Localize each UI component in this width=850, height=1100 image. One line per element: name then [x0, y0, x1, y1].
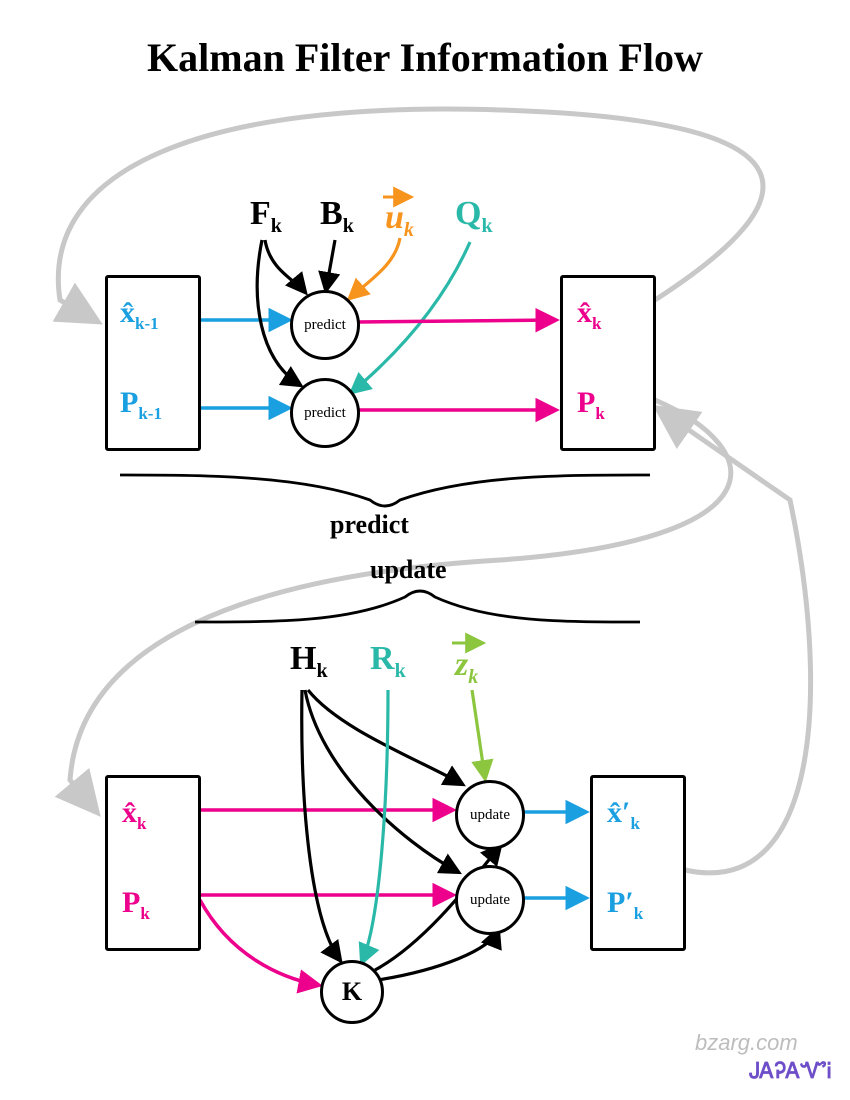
H-k-label: Hk — [290, 640, 328, 683]
P-k-prime-label: P′k — [607, 886, 643, 924]
update-brace-label: update — [370, 555, 447, 585]
predict-brace-label: predict — [330, 510, 409, 540]
P-k-label: Pk — [577, 386, 605, 424]
P-k-in-label: Pk — [122, 886, 150, 924]
diagram-stage: Kalman Filter Information Flow x̂k-1 Pk-… — [0, 0, 850, 1100]
predict-output-box: x̂k Pk — [560, 275, 656, 451]
update-input-box: x̂k Pk — [105, 775, 201, 951]
logo-text: ᎫᎪᎮᎪᏉᎥ — [750, 1058, 831, 1084]
page-title: Kalman Filter Information Flow — [0, 34, 850, 81]
watermark-text: bzarg.com — [695, 1030, 798, 1056]
xhat-k-prime-label: x̂′k — [607, 796, 640, 834]
predict-node-x: predict — [290, 290, 360, 360]
F-k-label: Fk — [250, 195, 282, 238]
xhat-k-label: x̂k — [577, 296, 601, 334]
z-k-label: zk — [455, 646, 478, 689]
u-k-label: uk — [385, 199, 414, 242]
Q-k-label: Qk — [455, 195, 493, 238]
R-k-label: Rk — [370, 640, 406, 683]
xhat-k-1-label: x̂k-1 — [120, 296, 159, 334]
update-node-x: update — [455, 780, 525, 850]
predict-input-box: x̂k-1 Pk-1 — [105, 275, 201, 451]
P-k-1-label: Pk-1 — [120, 386, 162, 424]
update-node-P: update — [455, 865, 525, 935]
xhat-k-in-label: x̂k — [122, 796, 146, 834]
update-output-box: x̂′k P′k — [590, 775, 686, 951]
kalman-gain-node: K — [320, 960, 384, 1024]
B-k-label: Bk — [320, 195, 354, 238]
predict-node-P: predict — [290, 378, 360, 448]
